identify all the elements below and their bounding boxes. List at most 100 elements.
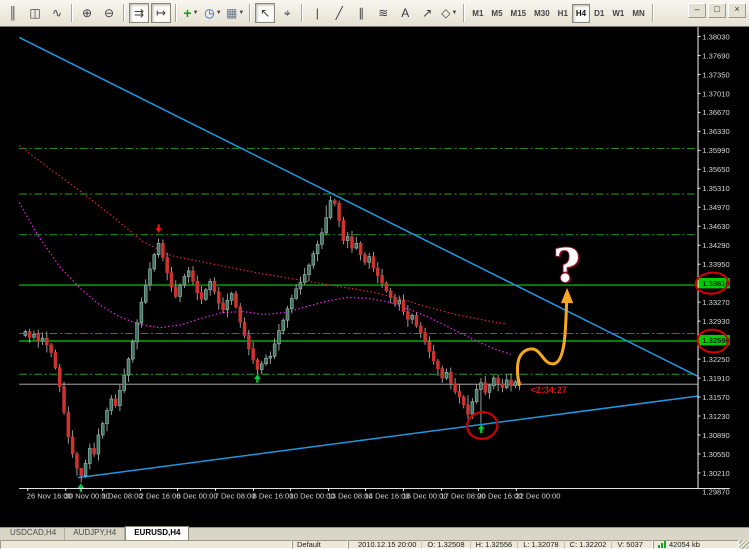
fibonacci-icon: ≋: [378, 6, 389, 20]
price-axis-label: 1.38030: [702, 32, 729, 41]
highlighted-price-label-bg: [698, 277, 730, 289]
red-circle-annotation[interactable]: [465, 410, 499, 441]
zoom-out-button[interactable]: ⊖: [99, 3, 119, 23]
time-axis-label: 13 Dec 08:00: [328, 492, 373, 501]
price-axis-label: 1.30890: [702, 431, 729, 440]
price-axis-label: 1.34290: [702, 241, 729, 250]
shapes-icon: ◇: [441, 6, 451, 20]
price-axis-label: 1.31230: [702, 412, 729, 421]
status-quote-panel: 2010.12.15 20:00 O: 1.32508 H: 1.32556 L: 1…: [348, 540, 653, 549]
timeframe-m15[interactable]: M15: [510, 8, 527, 18]
resize-grip: [739, 540, 749, 549]
annotations[interactable]: ??<2:34:27: [465, 237, 729, 441]
crosshair-button[interactable]: ⌖: [277, 3, 297, 23]
orange-arrowhead[interactable]: [560, 287, 574, 304]
price-axis-label: 1.37690: [702, 51, 729, 60]
vertical-line-button[interactable]: |: [307, 3, 327, 23]
question-mark-shadow[interactable]: ?: [555, 240, 582, 294]
trendline-button[interactable]: ╱: [329, 3, 349, 23]
toolbar-separator: [301, 4, 304, 22]
status-connection: 42054 kb: [653, 540, 739, 549]
timeframe-m30[interactable]: M30: [534, 8, 550, 18]
chart-tab-usdcad[interactable]: USDCAD,H4: [2, 527, 66, 540]
zoom-in-icon: ⊕: [81, 6, 93, 20]
time-axis-label: 10 Dec 00:00: [290, 492, 335, 501]
time-axis-label: 22 Dec 00:00: [515, 492, 560, 501]
toolbar-separator: [463, 4, 466, 22]
timeframe-mn[interactable]: MN: [632, 8, 645, 18]
text-label-icon: A: [401, 6, 410, 20]
chevron-down-icon: ▼: [451, 10, 458, 16]
time-axis-label: 8 Dec 16:00: [253, 492, 294, 501]
price-axis-label: 1.32590: [702, 336, 729, 345]
time-axis-label: 1 Dec 08:00: [102, 492, 143, 501]
line-chart-button[interactable]: ∿: [47, 3, 67, 23]
orange-curved-arrow[interactable]: [515, 299, 569, 387]
red-circle-annotation[interactable]: [696, 328, 729, 354]
chart-tab-eurusd[interactable]: EURUSD,H4: [125, 526, 190, 540]
price-axis-label: 1.35650: [702, 165, 729, 174]
auto-scroll-button[interactable]: ⇉: [129, 3, 149, 23]
periods-button[interactable]: ◷ ▼: [203, 3, 223, 23]
cursor-icon: ↖: [260, 6, 271, 20]
timeframe-m5[interactable]: M5: [491, 8, 503, 18]
indicators-button[interactable]: + ▼: [181, 3, 201, 23]
connection-signal-icon: [658, 541, 666, 548]
status-o-value: O: 1.32508: [422, 540, 471, 549]
up-arrow-marker: [477, 424, 485, 434]
bar-chart-button[interactable]: ║: [3, 3, 23, 23]
moving-average-magenta: [18, 202, 511, 355]
fibonacci-button[interactable]: ≋: [373, 3, 393, 23]
chevron-down-icon: ▼: [192, 10, 199, 16]
toolbar-separator: [71, 4, 73, 22]
close-button[interactable]: ×: [728, 3, 746, 18]
down-arrow-marker: [155, 224, 162, 233]
crosshair-icon: ⌖: [283, 6, 291, 20]
restore-button[interactable]: □: [708, 3, 726, 18]
shapes-button[interactable]: ◇ ▼: [439, 3, 459, 23]
chart-canvas[interactable]: 1.38030 1.37690 1.37350 1.37010 1.36670 1.363…: [0, 27, 749, 527]
channel-button[interactable]: ∥: [351, 3, 371, 23]
chart-shift-icon: ↦: [155, 6, 167, 20]
timeframe-h1[interactable]: H1: [557, 8, 568, 18]
timeframe-h4[interactable]: H4: [571, 3, 591, 23]
chevron-down-icon: ▼: [215, 10, 222, 16]
price-axis-label: 1.31570: [702, 393, 729, 402]
question-mark-annotation[interactable]: ?: [552, 237, 580, 293]
red-circle-annotation[interactable]: [694, 271, 729, 295]
status-l-value: L: 1.32078: [518, 540, 565, 549]
text-label-button[interactable]: A: [395, 3, 415, 23]
price-axis-label: 1.37350: [702, 70, 729, 79]
candlestick-chart-button[interactable]: ◫: [25, 3, 45, 23]
arrow-tool-icon: ↗: [422, 6, 433, 20]
auto-scroll-icon: ⇉: [133, 6, 145, 20]
minimize-button[interactable]: –: [688, 3, 706, 18]
price-axis-label: 1.30550: [702, 450, 729, 459]
price-axis-label: 1.30210: [702, 469, 729, 478]
toolbar-separator: [175, 4, 177, 22]
price-axis-label: 1.33610: [702, 279, 729, 288]
chart-tab-audjpy[interactable]: AUDJPY,H4: [65, 527, 126, 540]
ascending-trendline[interactable]: [77, 395, 698, 479]
toolbar-separator: [249, 4, 252, 22]
timeframe-m1[interactable]: M1: [472, 8, 484, 18]
chart-tabs-bar: USDCAD,H4 AUDJPY,H4 EURUSD,H4: [0, 526, 749, 540]
time-axis-label: 6 Dec 00:00: [177, 492, 218, 501]
candle-countdown-timer[interactable]: <2:34:27: [531, 385, 567, 395]
arrow-tool-button[interactable]: ↗: [417, 3, 437, 23]
templates-button[interactable]: ▦ ▼: [225, 3, 245, 23]
status-candle-time: 2010.12.15 20:00: [353, 540, 423, 549]
cursor-button[interactable]: ↖: [255, 3, 276, 23]
channel-icon: ∥: [358, 6, 365, 20]
toolbar-separator: [651, 4, 654, 22]
zoom-in-button[interactable]: ⊕: [77, 3, 97, 23]
status-profile[interactable]: Default: [292, 540, 348, 549]
price-axis-label: 1.33270: [702, 298, 729, 307]
time-axis-label: 17 Dec 08:00: [440, 492, 485, 501]
chart-shift-button[interactable]: ↦: [151, 3, 171, 23]
timeframe-w1[interactable]: W1: [612, 8, 625, 18]
time-axis-label: 26 Nov 16:00: [27, 492, 72, 501]
status-spacer: [0, 540, 292, 549]
descending-trendline[interactable]: [18, 36, 698, 377]
timeframe-d1[interactable]: D1: [594, 8, 605, 18]
